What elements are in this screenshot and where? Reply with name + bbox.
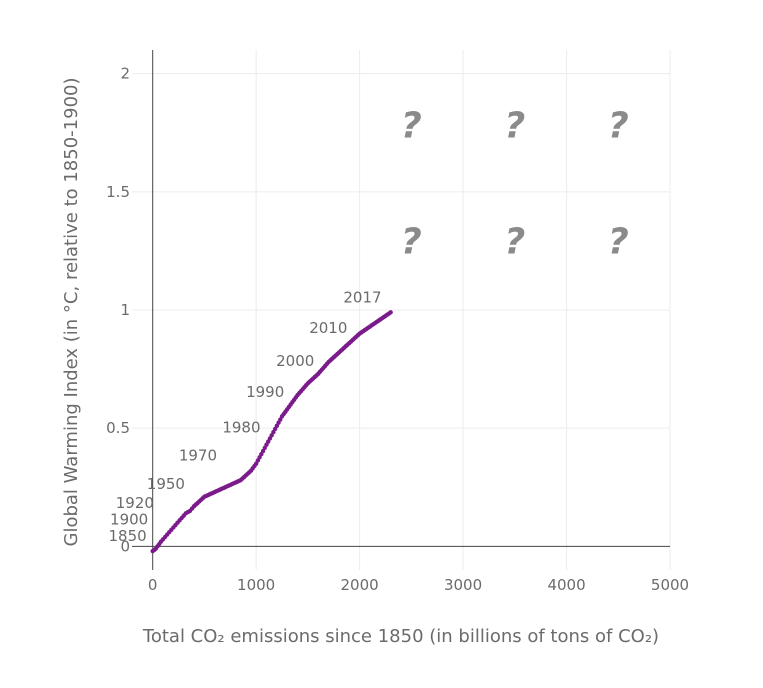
y-tick-label: 0 [120, 537, 130, 555]
year-label: 1850 [109, 527, 147, 545]
question-mark: ? [401, 106, 422, 147]
year-label: 1980 [222, 418, 260, 436]
year-label: 2017 [343, 288, 381, 306]
y-axis-title: Global Warming Index (in °C, relative to… [61, 78, 82, 547]
axes: 0 1000 2000 3000 4000 5000 0 0.5 1 1.5 2 [106, 50, 689, 594]
year-label: 1970 [179, 447, 217, 465]
year-label: 1990 [246, 383, 284, 401]
y-tick-label: 2 [120, 65, 130, 83]
year-label: 1900 [110, 511, 148, 529]
x-tick-label: 0 [148, 576, 158, 594]
x-tick-label: 4000 [547, 576, 585, 594]
question-mark-annotations: ?????? [401, 106, 629, 263]
year-label: 2010 [309, 319, 347, 337]
gridlines [132, 50, 671, 570]
y-tick-label: 1.5 [106, 183, 130, 201]
x-tick-label: 2000 [341, 576, 379, 594]
data-point [388, 310, 393, 315]
question-mark: ? [504, 221, 525, 262]
x-tick-label: 3000 [444, 576, 482, 594]
question-mark: ? [608, 106, 629, 147]
question-mark: ? [401, 221, 422, 262]
x-tick-label: 1000 [237, 576, 275, 594]
y-tick-label: 1 [120, 301, 130, 319]
year-label: 1950 [147, 475, 185, 493]
x-tick-label: 5000 [651, 576, 689, 594]
data-series [150, 310, 393, 554]
year-label: 1920 [116, 494, 154, 512]
year-label: 2000 [276, 352, 314, 370]
question-mark: ? [608, 221, 629, 262]
question-mark: ? [504, 106, 525, 147]
x-axis-title: Total CO₂ emissions since 1850 (in billi… [142, 626, 659, 647]
y-tick-label: 0.5 [106, 419, 130, 437]
